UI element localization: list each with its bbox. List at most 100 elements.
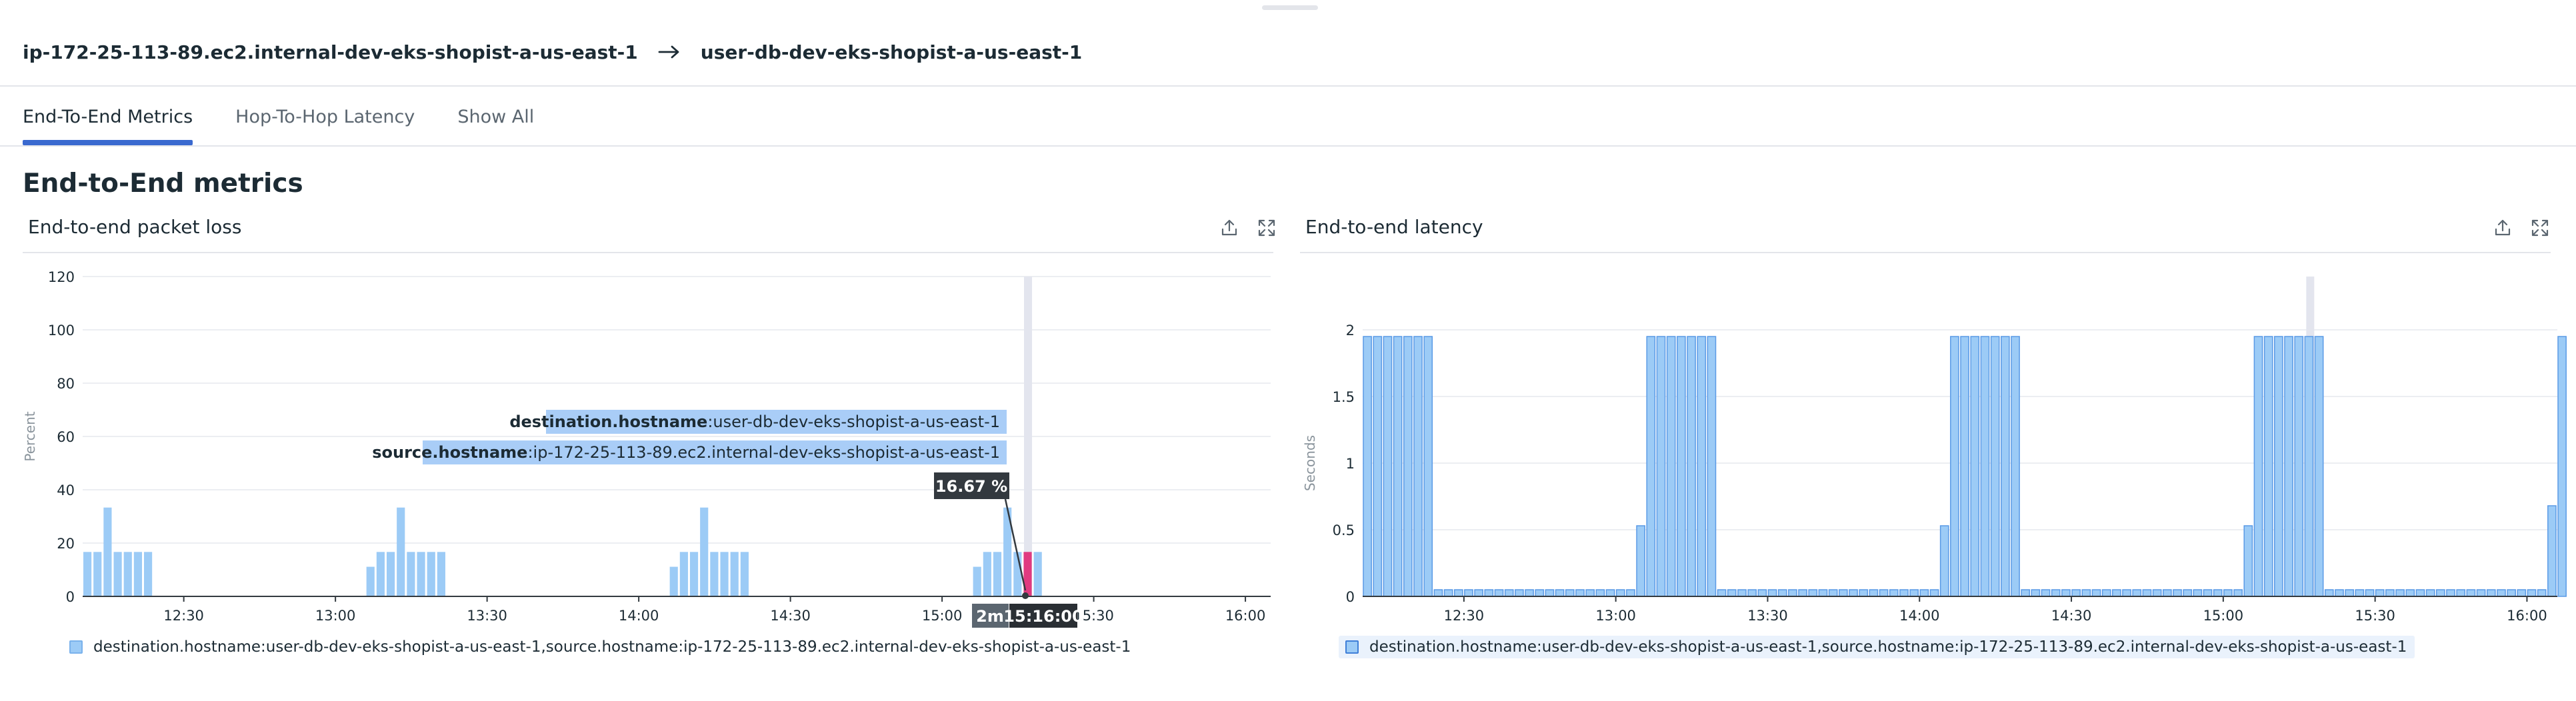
bar: [2233, 589, 2243, 597]
bar: [1423, 336, 1433, 597]
bar: [2021, 589, 2031, 597]
bar: [1677, 336, 1686, 597]
bar: [2365, 589, 2375, 597]
bar: [1929, 589, 1939, 597]
bar: [1626, 589, 1635, 597]
bar: [1788, 589, 1797, 597]
y-tick-label: 0: [1346, 589, 1355, 605]
bar: [2486, 589, 2496, 597]
bar: [1909, 589, 1919, 597]
bar: [669, 566, 678, 596]
bar: [1525, 589, 1534, 597]
bar: [1504, 589, 1514, 597]
tooltip-source-bg: [423, 440, 1007, 464]
bar: [2324, 589, 2334, 597]
tabs-divider: [0, 145, 2576, 147]
bar: [2193, 589, 2203, 597]
bar: [2000, 336, 2010, 597]
packet-loss-chart[interactable]: 120 100 80 60 40 20 0 12:30 13:00 13:30 14:00 14:30…: [0, 253, 1280, 640]
latency-chart[interactable]: 2 1.5 1 0.5 0 12:30 13:00 13:30 14:00 14:30 15:00 1…: [1280, 253, 2576, 640]
bar: [1747, 589, 1757, 597]
bar: [710, 552, 719, 596]
bar: [2101, 589, 2111, 597]
bar: [1980, 336, 1990, 597]
bar: [1828, 589, 1838, 597]
tooltip-pointer-line: [1004, 498, 1027, 591]
bar: [1646, 336, 1656, 597]
bar: [2314, 336, 2324, 597]
bar: [123, 552, 132, 596]
bar: [2517, 589, 2527, 597]
source-host-label: ip-172-25-113-89.ec2.internal-dev-eks-sh…: [23, 41, 638, 63]
tab-show-all[interactable]: Show All: [457, 107, 535, 127]
bar: [2446, 589, 2455, 597]
bar: [2557, 336, 2567, 597]
bar: [2304, 336, 2314, 597]
legend-label: destination.hostname:user-db-dev-eks-sho…: [93, 638, 1131, 656]
y-tick-label: 1.5: [1333, 389, 1355, 405]
x-tick-label: 14:00: [1899, 608, 1940, 624]
bar: [2385, 589, 2395, 597]
bar: [983, 552, 991, 596]
bar: [1818, 589, 1828, 597]
bar: [973, 566, 981, 596]
x-tick-label: 13:00: [315, 608, 356, 624]
latency-legend[interactable]: destination.hostname:user-db-dev-eks-sho…: [1339, 636, 2415, 658]
section-title: End-to-End metrics: [23, 169, 303, 199]
bar: [1808, 589, 1818, 597]
y-tick-label: 1: [1346, 456, 1355, 472]
expand-icon[interactable]: [2527, 215, 2553, 241]
expand-icon[interactable]: [1253, 215, 1280, 241]
y-tick-label: 60: [57, 429, 75, 445]
bar: [1879, 589, 1889, 597]
bar: [2213, 589, 2223, 597]
bar: [2263, 336, 2273, 597]
bar: [1859, 589, 1869, 597]
bar: [1383, 336, 1393, 597]
tooltip-destination-bg: [546, 410, 1007, 434]
bar: [1707, 336, 1717, 597]
bar: [2152, 589, 2162, 597]
packet-loss-widget: End-to-end packet loss: [23, 211, 1275, 677]
export-icon[interactable]: [2489, 215, 2516, 241]
panel-drag-handle[interactable]: [1262, 5, 1318, 10]
bar: [679, 552, 688, 596]
bar: [2011, 336, 2020, 597]
bar: [2081, 589, 2091, 597]
bar: [103, 507, 112, 596]
bar: [83, 552, 92, 596]
tooltip-value: 16.67 %: [935, 477, 1007, 496]
bar: [93, 552, 102, 596]
bar: [2071, 589, 2081, 597]
bar: [1777, 589, 1787, 597]
tab-end-to-end-metrics[interactable]: End-To-End Metrics: [23, 107, 193, 145]
path-breadcrumb: ip-172-25-113-89.ec2.internal-dev-eks-sh…: [23, 37, 1082, 67]
bar: [1484, 589, 1494, 597]
bar: [1575, 589, 1585, 597]
tooltip-pointer-dot: [1022, 592, 1029, 599]
x-tick-label: 14:30: [770, 608, 811, 624]
bar: [2476, 589, 2486, 597]
bar: [1453, 589, 1463, 597]
bar: [2527, 589, 2537, 597]
bar: [2112, 589, 2121, 597]
bar: [1970, 336, 1980, 597]
bar: [2507, 589, 2517, 597]
bar: [2547, 505, 2557, 597]
y-tick-label: 120: [48, 269, 75, 285]
y-tick-label: 80: [57, 376, 75, 392]
bar: [1767, 589, 1777, 597]
packet-loss-legend[interactable]: destination.hostname:user-db-dev-eks-sho…: [69, 638, 1131, 656]
export-icon[interactable]: [1216, 215, 1243, 241]
bar: [397, 507, 405, 596]
bar: [133, 552, 142, 596]
x-tick-label: 15:00: [922, 608, 963, 624]
widget-header-divider: [1300, 252, 2551, 253]
y-tick-label: 40: [57, 482, 75, 498]
hover-cursor-band: [1024, 277, 1033, 596]
bar: [2274, 336, 2283, 597]
bar: [2425, 589, 2435, 597]
bar: [366, 566, 375, 596]
bar: [2436, 589, 2445, 597]
tab-hop-to-hop-latency[interactable]: Hop-To-Hop Latency: [235, 107, 415, 127]
